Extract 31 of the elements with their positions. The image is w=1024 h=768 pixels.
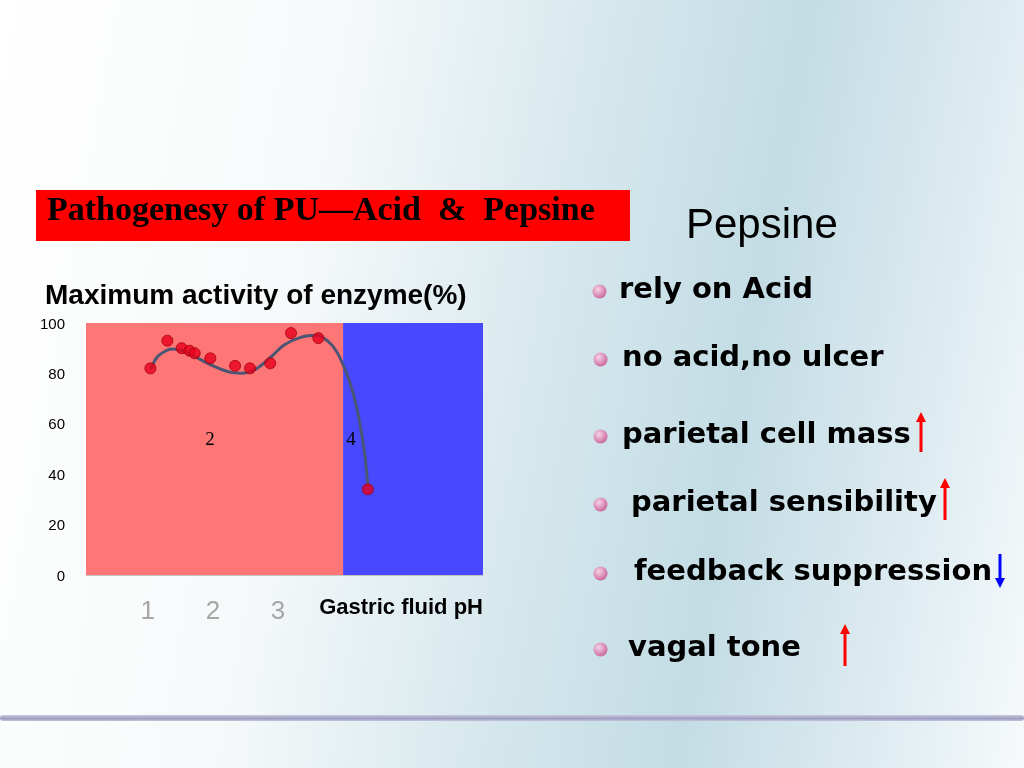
point	[285, 327, 298, 340]
x-axis-title: Gastric fluid pH	[319, 594, 483, 620]
chart-title: Pathogenesy of PU—Acid & Pepsine	[47, 190, 595, 229]
y-tick-label: 60	[48, 415, 65, 433]
text: Pepsine	[686, 200, 838, 248]
x-tick-label: 1	[140, 595, 156, 625]
text: feedback suppression	[634, 553, 993, 587]
text: parietal cell mass	[622, 416, 911, 450]
point	[244, 362, 257, 375]
point	[264, 357, 277, 370]
y-axis-title: Maximum activity of enzyme(%)	[45, 279, 467, 311]
text: rely on Acid	[619, 271, 813, 305]
point	[312, 332, 325, 345]
x-tick-label: 3	[270, 595, 286, 625]
point	[229, 359, 242, 372]
point	[361, 483, 374, 496]
y-tick-label: 40	[48, 465, 65, 483]
text: no acid,no ulcer	[622, 339, 884, 373]
x-tick-label: 2	[205, 595, 221, 625]
y-tick-label: 20	[48, 516, 65, 534]
point	[161, 334, 174, 347]
text: parietal sensibility	[631, 484, 937, 518]
y-tick-label: 100	[39, 314, 65, 332]
y-tick-label: 0	[56, 566, 65, 584]
point	[204, 352, 217, 365]
text: vagal tone	[628, 629, 801, 663]
annotation: 4	[346, 428, 356, 450]
point	[144, 362, 157, 375]
y-tick-label: 80	[48, 364, 65, 382]
point	[188, 347, 201, 360]
annotation: 2	[205, 428, 215, 450]
